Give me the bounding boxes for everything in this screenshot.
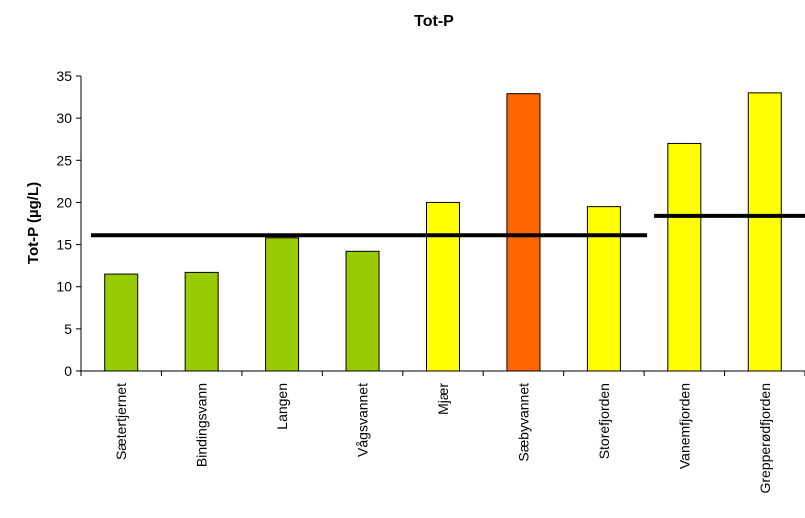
bar-langen (265, 237, 300, 372)
bar-bindingsvann (184, 271, 219, 372)
bar-mjær (426, 201, 460, 372)
y-tick-label: 35 (56, 68, 72, 84)
bar-grepperødfjorden (747, 92, 782, 372)
category-label: Bindingsvann (194, 383, 210, 467)
y-tick-label: 20 (56, 194, 72, 210)
y-tick-label: 30 (56, 110, 72, 126)
bar-storefjorden (586, 206, 621, 372)
y-tick-label: 0 (64, 363, 72, 379)
category-label: Grepperødfjorden (757, 383, 773, 494)
category-label: Sætertjernet (113, 383, 129, 460)
y-tick-label: 10 (56, 279, 72, 295)
y-tick-label: 25 (56, 152, 72, 168)
y-axis-label: Tot-P (µg/L) (25, 182, 42, 264)
category-label: Mjær (435, 383, 451, 415)
bar-sætertjernet (104, 273, 139, 372)
plot-area: 0 5 10 15 20 25 30 35 Sætertjernet Bindingsvann La… (56, 68, 805, 494)
y-tick-label: 5 (64, 321, 72, 337)
bar-sæbyvannet (506, 93, 541, 372)
category-label: Vanemfjorden (676, 383, 692, 469)
bar-vanemfjorden (667, 142, 702, 372)
bar-vågsvannet (345, 250, 380, 372)
chart-title: Tot-P (414, 13, 454, 30)
category-label: Vågsvannet (355, 383, 371, 457)
category-label: Sæbyvannet (515, 383, 531, 462)
category-label: Storefjorden (596, 383, 612, 459)
y-tick-label: 15 (56, 237, 72, 253)
category-label: Langen (274, 383, 290, 430)
